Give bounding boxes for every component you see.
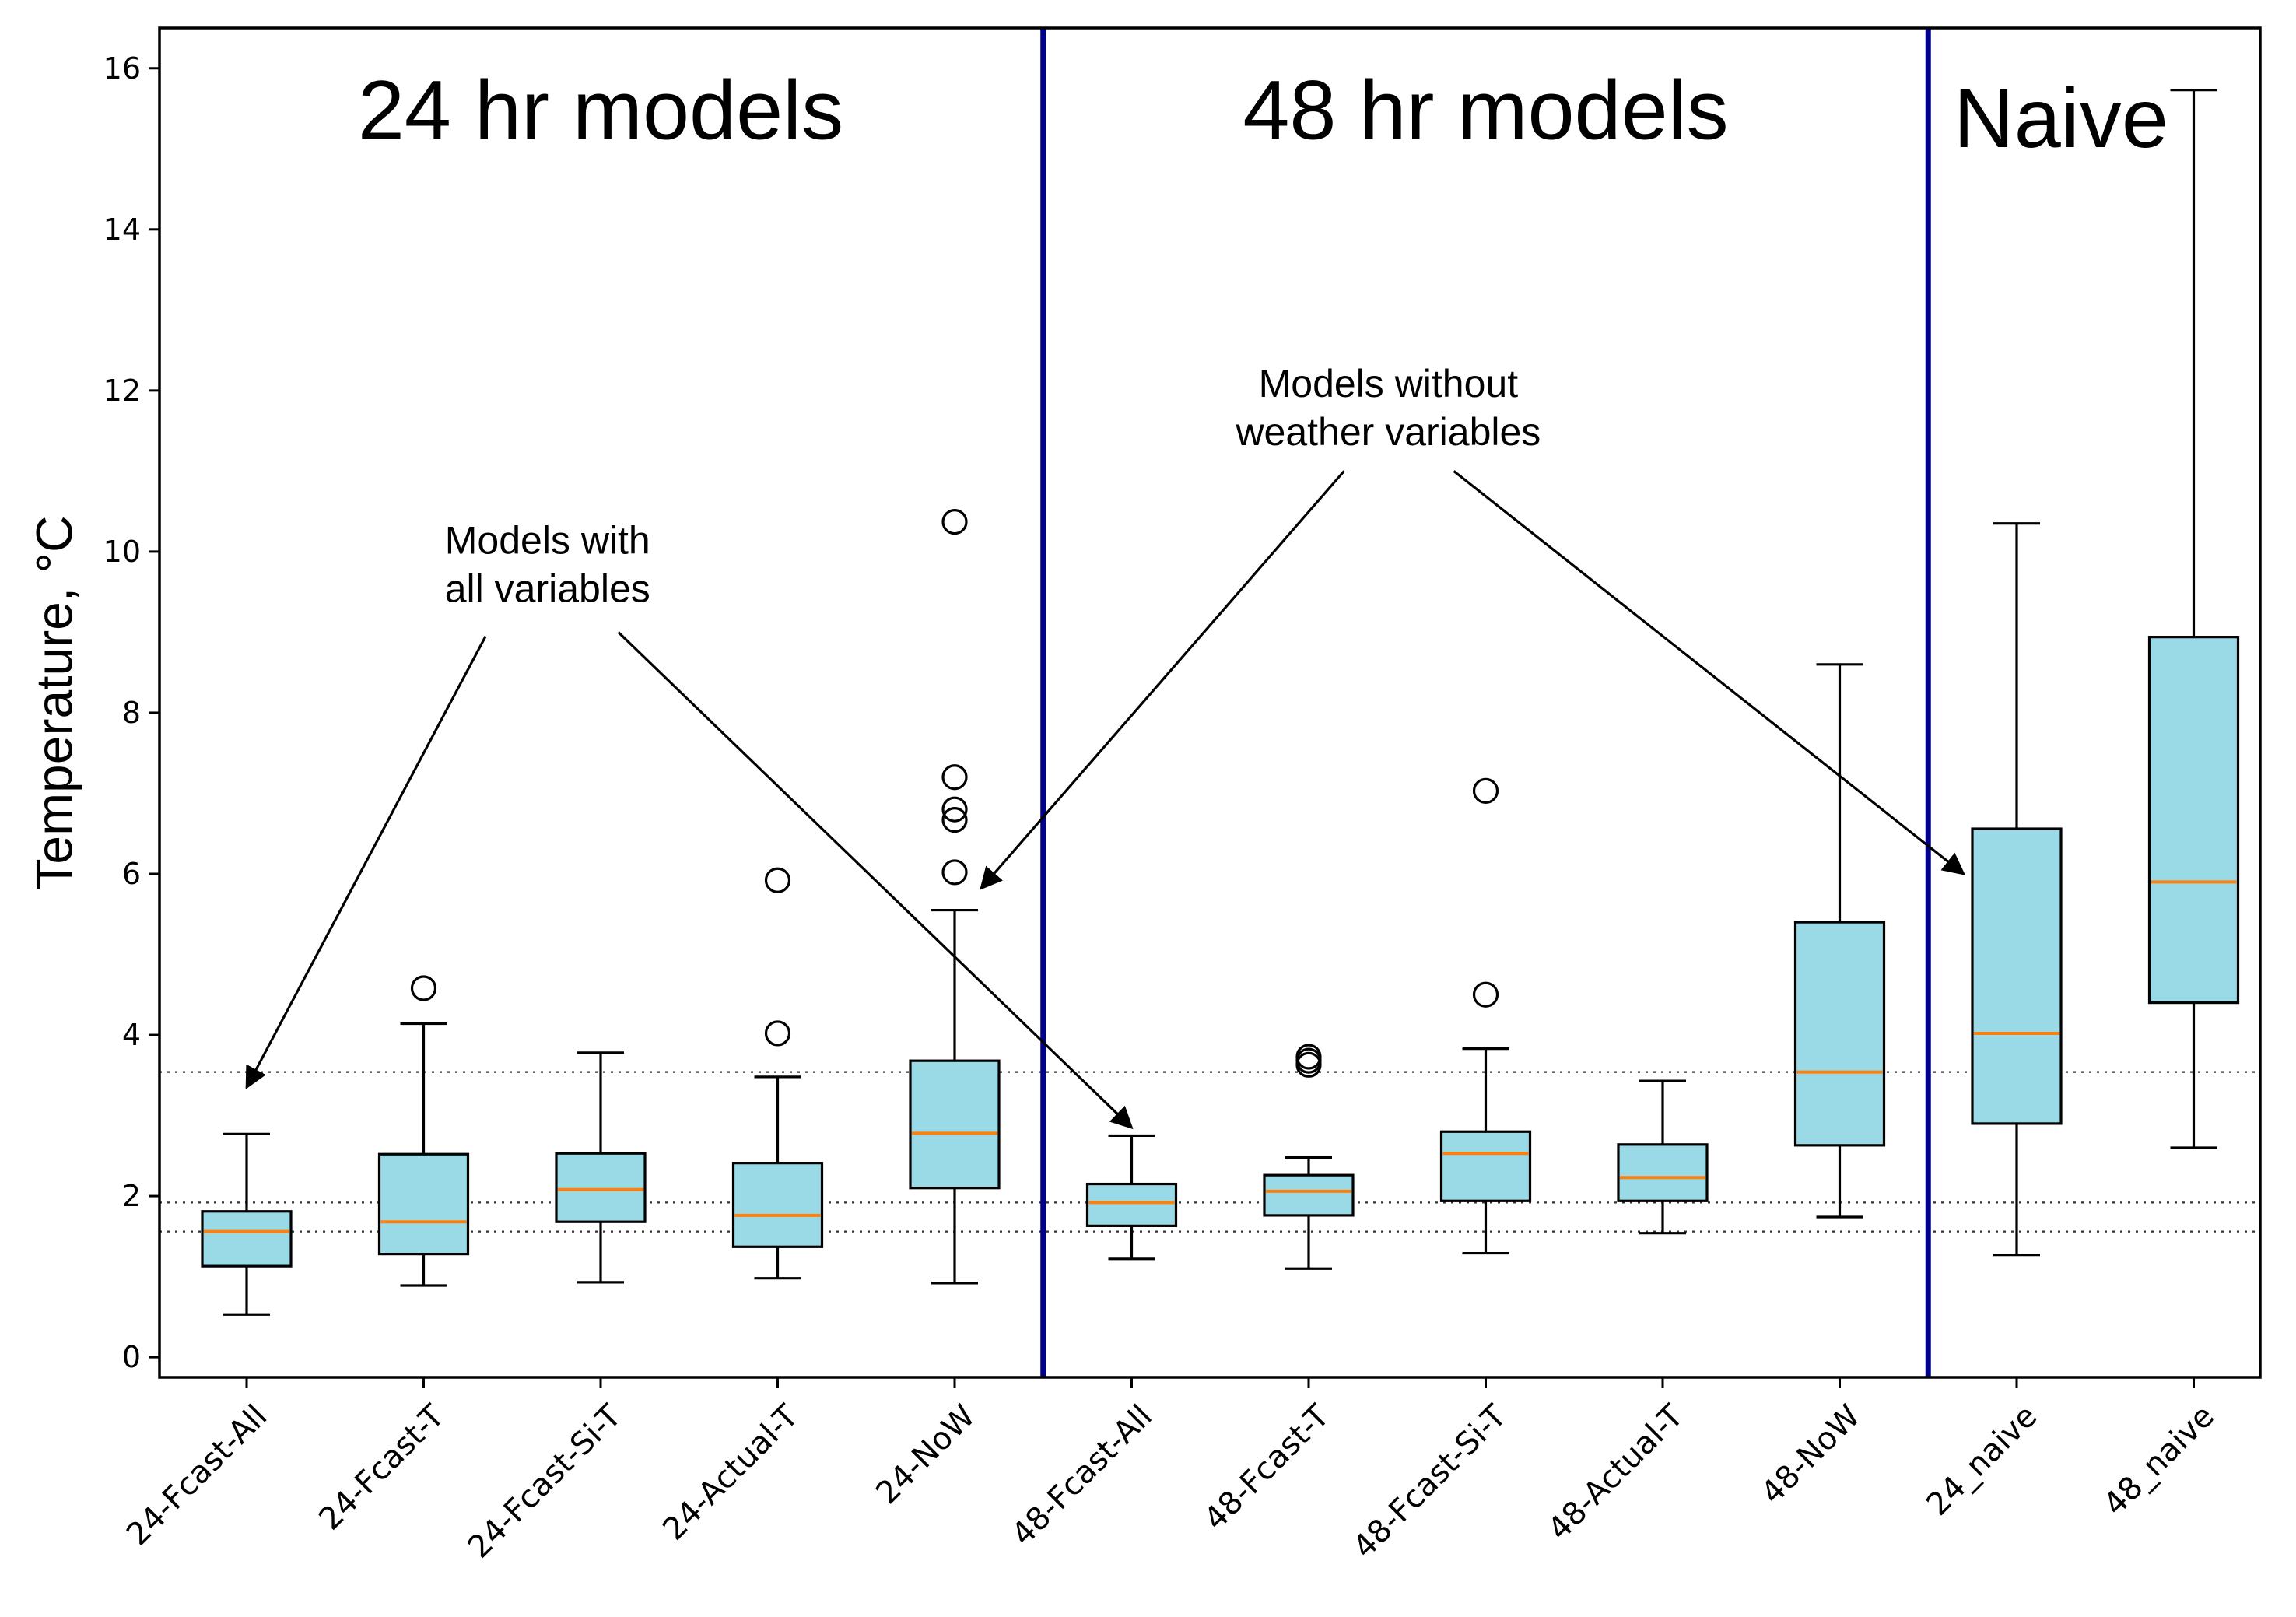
iqr-box: [1971, 827, 2063, 1125]
section-title-naive: Naive: [1954, 71, 2168, 165]
x-tick-label: 24_naive: [1920, 1398, 2045, 1523]
iqr-box: [555, 1152, 647, 1223]
y-tick-label: 14: [103, 212, 141, 247]
plot-frame: [158, 26, 2262, 1379]
box-48-actual-t: [1617, 1079, 1709, 1235]
annotation-arrow: [980, 470, 1345, 890]
annotation-arrow: [1453, 470, 1966, 875]
x-tick-label: 24-Actual-T: [656, 1398, 805, 1548]
iqr-box: [377, 1152, 470, 1256]
outlier-point: [941, 807, 968, 833]
x-tick-label: 48-Fcast-T: [1197, 1398, 1337, 1538]
y-tick-label: 8: [122, 696, 141, 730]
x-tick-label: 24-Fcast-T: [312, 1398, 451, 1538]
section-titles: 24 hr models 48 hr models Naive: [358, 62, 2168, 164]
annotation-arrow: [245, 635, 487, 1089]
box-24-naive: [1971, 522, 2063, 1257]
iqr-box: [2147, 636, 2240, 1005]
outlier-point: [1295, 1044, 1322, 1070]
section-title-24-hr-models: 24 hr models: [358, 62, 843, 156]
x-tick-label: 24-Fcast-Si-T: [461, 1398, 629, 1566]
y-tick-label: 2: [122, 1179, 141, 1213]
box-24-now: [909, 508, 1001, 1285]
outlier-point: [941, 859, 968, 886]
iqr-box: [731, 1162, 824, 1248]
outlier-point: [410, 975, 437, 1001]
y-tick-label: 16: [103, 51, 141, 86]
box-48-fcast-si-t: [1439, 777, 1532, 1255]
box-48-now: [1793, 663, 1886, 1219]
annotation-arrow: [617, 631, 1134, 1130]
box-24-actual-t: [731, 867, 824, 1280]
outlier-point: [941, 764, 968, 791]
box-48-naive: [2147, 89, 2240, 1149]
x-tick-label: 48_naive: [2097, 1398, 2221, 1523]
reference-lines: [159, 1071, 2260, 1233]
x-tick-label: 48-NoW: [1754, 1398, 1867, 1511]
y-tick-label: 4: [122, 1018, 141, 1052]
iqr-box: [1793, 921, 1886, 1147]
section-title-48-hr-models: 48 hr models: [1243, 62, 1728, 156]
outlier-point: [941, 508, 968, 535]
iqr-box: [201, 1210, 293, 1268]
x-tick-label: 24-NoW: [869, 1398, 982, 1511]
annotation-2: Models without weather variables: [980, 362, 1966, 890]
x-axis: 24-Fcast-All 24-Fcast-T 24-Fcast-Si-T 24-Ac…: [120, 1377, 2221, 1566]
y-tick-label: 0: [122, 1340, 141, 1374]
outlier-point: [1472, 777, 1499, 804]
x-tick-label: 48-Fcast-Si-T: [1346, 1398, 1513, 1566]
y-tick-label: 6: [122, 857, 141, 891]
box-24-fcast-all: [201, 1132, 293, 1316]
iqr-box: [1439, 1130, 1532, 1202]
iqr-box: [1617, 1143, 1709, 1202]
outlier-point: [941, 796, 968, 823]
box-48-fcast-t: [1263, 1044, 1355, 1270]
x-tick-label: 48-Actual-T: [1541, 1398, 1691, 1548]
box-24-fcast-t: [377, 975, 470, 1287]
box-48-fcast-all: [1085, 1134, 1178, 1261]
iqr-box: [1263, 1173, 1355, 1217]
annotation-text: weather variables: [1235, 410, 1541, 454]
y-tick-label: 12: [103, 374, 141, 408]
x-tick-label: 48-Fcast-All: [1005, 1398, 1159, 1552]
iqr-box: [1085, 1182, 1178, 1227]
section-dividers: [1040, 28, 1931, 1377]
outlier-point: [764, 1020, 791, 1047]
y-axis: 0 2 4 6 8 10 12 14 16: [103, 51, 159, 1374]
x-tick-label: 24-Fcast-All: [120, 1398, 274, 1552]
y-axis-label: Temperature, °C: [25, 515, 82, 889]
box-24-fcast-si-t: [555, 1051, 647, 1284]
annotation-text: all variables: [445, 567, 650, 611]
annotation-text: Models without: [1259, 362, 1519, 405]
annotation-text: Models with: [445, 519, 650, 563]
outlier-point: [1472, 981, 1499, 1008]
iqr-box: [909, 1059, 1001, 1190]
y-tick-label: 10: [103, 535, 141, 569]
outlier-point: [764, 867, 791, 893]
box-series: [201, 89, 2240, 1316]
